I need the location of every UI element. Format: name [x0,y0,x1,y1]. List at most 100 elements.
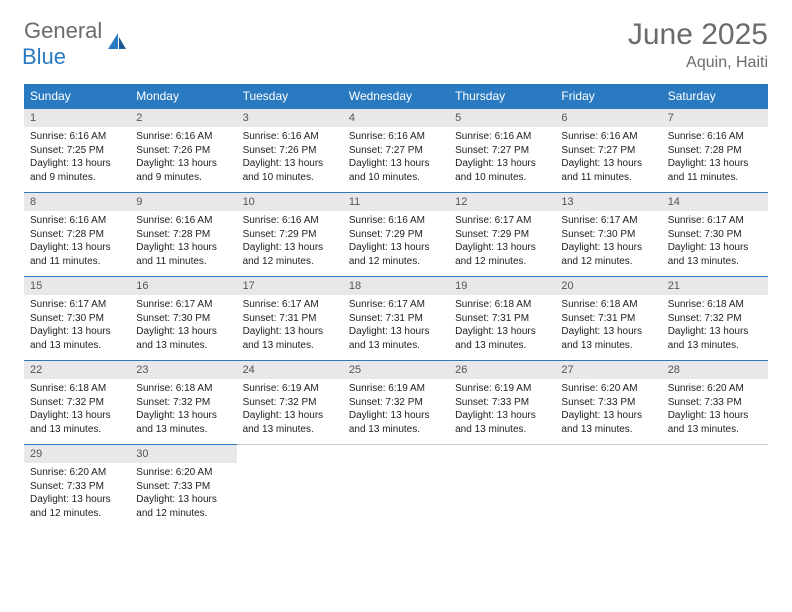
logo-text-blue: Blue [22,44,66,69]
dow-header: Friday [555,84,661,109]
day-body: Sunrise: 6:18 AMSunset: 7:31 PMDaylight:… [449,295,555,360]
logo: General Blue [24,18,128,70]
day-body: Sunrise: 6:17 AMSunset: 7:31 PMDaylight:… [237,295,343,360]
day-cell: 8Sunrise: 6:16 AMSunset: 7:28 PMDaylight… [24,193,130,277]
dow-header: Wednesday [343,84,449,109]
day-cell: 19Sunrise: 6:18 AMSunset: 7:31 PMDayligh… [449,277,555,361]
day-cell: 6Sunrise: 6:16 AMSunset: 7:27 PMDaylight… [555,109,661,193]
day-cell: 14Sunrise: 6:17 AMSunset: 7:30 PMDayligh… [662,193,768,277]
day-body: Sunrise: 6:18 AMSunset: 7:32 PMDaylight:… [24,379,130,444]
day-number: 28 [662,361,768,379]
day-number: 2 [130,109,236,127]
sail-icon [106,31,128,56]
day-number: 20 [555,277,661,295]
day-cell: 23Sunrise: 6:18 AMSunset: 7:32 PMDayligh… [130,361,236,445]
day-cell: 2Sunrise: 6:16 AMSunset: 7:26 PMDaylight… [130,109,236,193]
day-body: Sunrise: 6:16 AMSunset: 7:27 PMDaylight:… [449,127,555,192]
day-body: Sunrise: 6:18 AMSunset: 7:32 PMDaylight:… [662,295,768,360]
empty-cell [555,445,661,529]
day-body: Sunrise: 6:16 AMSunset: 7:26 PMDaylight:… [237,127,343,192]
day-number: 27 [555,361,661,379]
day-cell: 28Sunrise: 6:20 AMSunset: 7:33 PMDayligh… [662,361,768,445]
dow-header: Tuesday [237,84,343,109]
day-number: 10 [237,193,343,211]
day-cell: 22Sunrise: 6:18 AMSunset: 7:32 PMDayligh… [24,361,130,445]
title-block: June 2025 Aquin, Haiti [628,18,768,72]
day-cell: 9Sunrise: 6:16 AMSunset: 7:28 PMDaylight… [130,193,236,277]
day-number: 5 [449,109,555,127]
day-cell: 13Sunrise: 6:17 AMSunset: 7:30 PMDayligh… [555,193,661,277]
day-body: Sunrise: 6:17 AMSunset: 7:31 PMDaylight:… [343,295,449,360]
day-cell: 7Sunrise: 6:16 AMSunset: 7:28 PMDaylight… [662,109,768,193]
day-number: 21 [662,277,768,295]
day-number: 4 [343,109,449,127]
day-number: 29 [24,445,130,463]
empty-cell [237,445,343,529]
day-number: 3 [237,109,343,127]
day-number: 1 [24,109,130,127]
calendar-table: SundayMondayTuesdayWednesdayThursdayFrid… [24,84,768,528]
day-body: Sunrise: 6:17 AMSunset: 7:30 PMDaylight:… [130,295,236,360]
logo-text-general: General [24,18,102,43]
day-number: 11 [343,193,449,211]
day-cell: 3Sunrise: 6:16 AMSunset: 7:26 PMDaylight… [237,109,343,193]
day-cell: 16Sunrise: 6:17 AMSunset: 7:30 PMDayligh… [130,277,236,361]
day-number: 24 [237,361,343,379]
day-cell: 15Sunrise: 6:17 AMSunset: 7:30 PMDayligh… [24,277,130,361]
day-body: Sunrise: 6:16 AMSunset: 7:28 PMDaylight:… [24,211,130,276]
day-body: Sunrise: 6:16 AMSunset: 7:26 PMDaylight:… [130,127,236,192]
day-cell: 18Sunrise: 6:17 AMSunset: 7:31 PMDayligh… [343,277,449,361]
page-title: June 2025 [628,18,768,52]
day-cell: 25Sunrise: 6:19 AMSunset: 7:32 PMDayligh… [343,361,449,445]
day-number: 22 [24,361,130,379]
dow-header: Sunday [24,84,130,109]
day-number: 12 [449,193,555,211]
day-cell: 17Sunrise: 6:17 AMSunset: 7:31 PMDayligh… [237,277,343,361]
day-cell: 26Sunrise: 6:19 AMSunset: 7:33 PMDayligh… [449,361,555,445]
day-cell: 10Sunrise: 6:16 AMSunset: 7:29 PMDayligh… [237,193,343,277]
day-body: Sunrise: 6:19 AMSunset: 7:32 PMDaylight:… [237,379,343,444]
header: General Blue June 2025 Aquin, Haiti [24,18,768,72]
day-number: 7 [662,109,768,127]
location-label: Aquin, Haiti [628,54,768,72]
day-body: Sunrise: 6:16 AMSunset: 7:29 PMDaylight:… [343,211,449,276]
day-number: 23 [130,361,236,379]
day-body: Sunrise: 6:18 AMSunset: 7:31 PMDaylight:… [555,295,661,360]
day-cell: 24Sunrise: 6:19 AMSunset: 7:32 PMDayligh… [237,361,343,445]
day-cell: 30Sunrise: 6:20 AMSunset: 7:33 PMDayligh… [130,445,236,529]
day-body: Sunrise: 6:16 AMSunset: 7:28 PMDaylight:… [662,127,768,192]
day-cell: 20Sunrise: 6:18 AMSunset: 7:31 PMDayligh… [555,277,661,361]
dow-header: Monday [130,84,236,109]
day-body: Sunrise: 6:17 AMSunset: 7:29 PMDaylight:… [449,211,555,276]
dow-header: Thursday [449,84,555,109]
day-body: Sunrise: 6:16 AMSunset: 7:28 PMDaylight:… [130,211,236,276]
day-number: 17 [237,277,343,295]
day-body: Sunrise: 6:20 AMSunset: 7:33 PMDaylight:… [555,379,661,444]
day-cell: 29Sunrise: 6:20 AMSunset: 7:33 PMDayligh… [24,445,130,529]
day-body: Sunrise: 6:17 AMSunset: 7:30 PMDaylight:… [555,211,661,276]
day-number: 9 [130,193,236,211]
day-number: 16 [130,277,236,295]
day-body: Sunrise: 6:19 AMSunset: 7:32 PMDaylight:… [343,379,449,444]
day-body: Sunrise: 6:18 AMSunset: 7:32 PMDaylight:… [130,379,236,444]
day-number: 25 [343,361,449,379]
empty-cell [449,445,555,529]
day-body: Sunrise: 6:16 AMSunset: 7:27 PMDaylight:… [555,127,661,192]
day-cell: 5Sunrise: 6:16 AMSunset: 7:27 PMDaylight… [449,109,555,193]
day-number: 30 [130,445,236,463]
day-body: Sunrise: 6:20 AMSunset: 7:33 PMDaylight:… [130,463,236,528]
day-body: Sunrise: 6:17 AMSunset: 7:30 PMDaylight:… [662,211,768,276]
day-cell: 27Sunrise: 6:20 AMSunset: 7:33 PMDayligh… [555,361,661,445]
day-number: 26 [449,361,555,379]
empty-cell [662,445,768,529]
day-body: Sunrise: 6:20 AMSunset: 7:33 PMDaylight:… [24,463,130,528]
day-body: Sunrise: 6:19 AMSunset: 7:33 PMDaylight:… [449,379,555,444]
day-number: 6 [555,109,661,127]
day-body: Sunrise: 6:16 AMSunset: 7:29 PMDaylight:… [237,211,343,276]
day-number: 15 [24,277,130,295]
empty-cell [343,445,449,529]
day-cell: 4Sunrise: 6:16 AMSunset: 7:27 PMDaylight… [343,109,449,193]
dow-header: Saturday [662,84,768,109]
day-cell: 21Sunrise: 6:18 AMSunset: 7:32 PMDayligh… [662,277,768,361]
day-body: Sunrise: 6:17 AMSunset: 7:30 PMDaylight:… [24,295,130,360]
